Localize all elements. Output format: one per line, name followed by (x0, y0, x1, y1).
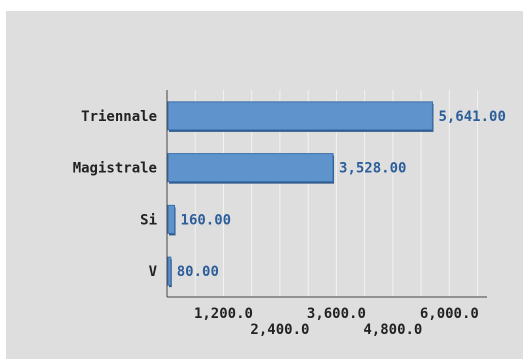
bar (167, 204, 176, 234)
bar (167, 101, 433, 131)
category-label: Si (140, 212, 157, 228)
bar-chart: 1,200.02,400.03,600.04,800.06,000.0 Trie… (73, 90, 506, 338)
category-label: Triennale (81, 109, 157, 125)
bar (167, 256, 172, 286)
x-tick-label: 4,800.0 (363, 322, 422, 338)
bar (167, 153, 334, 183)
data-label: 160.00 (181, 212, 232, 228)
data-label: 3,528.00 (339, 161, 406, 177)
x-tick-label: 1,200.0 (194, 306, 253, 322)
category-label: V (149, 264, 158, 280)
labels: Triennale 5,641.00 Magistrale 3,528.00 Si 160… (73, 109, 506, 280)
x-tick-label: 2,400.0 (250, 322, 309, 338)
chart-frame: 1,200.0 2,400.0 3,600.0 4,800.0 6,000.0 Trie… (6, 11, 523, 359)
x-tick-label: 3,600.0 (307, 306, 366, 322)
bars (167, 101, 434, 288)
data-label: 80.00 (177, 264, 219, 280)
data-label: 5,641.00 (438, 109, 505, 125)
x-axis-ticks: 1,200.02,400.03,600.04,800.06,000.0 (194, 306, 479, 338)
x-tick-label: 6,000.0 (420, 306, 479, 322)
category-label: Magistrale (73, 161, 157, 177)
